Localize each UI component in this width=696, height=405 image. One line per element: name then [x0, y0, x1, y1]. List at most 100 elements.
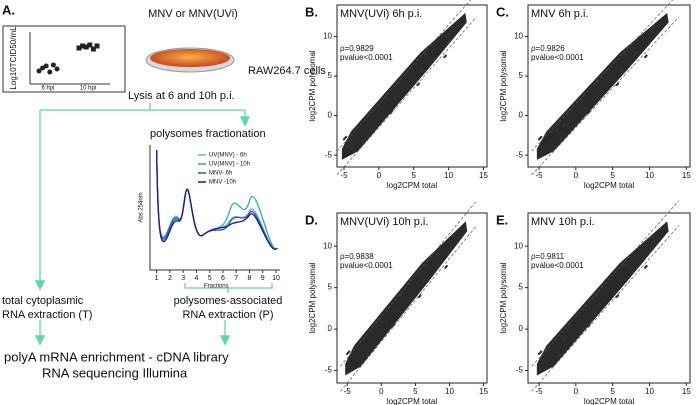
- y-axis-label: log2CPM polysomal: [499, 50, 508, 121]
- inset-ylabel: Log10TCID50/mL: [9, 26, 18, 90]
- profile-xtick: 7: [234, 275, 238, 282]
- profile-xtick: 6: [221, 275, 225, 282]
- inset-xtick: 10 hpi: [80, 86, 96, 92]
- profile-xtick: 4: [194, 275, 198, 282]
- fractionation-text: polysomes fractionation: [150, 128, 266, 140]
- x-tick-label: -5: [340, 171, 348, 180]
- cells-text: RAW264.7 cells: [248, 65, 326, 77]
- outlier-point: [370, 337, 373, 340]
- point-cloud: [536, 12, 669, 160]
- y-tick-label: 10: [514, 32, 523, 41]
- reference-line: [336, 16, 477, 176]
- outlier-point: [588, 323, 591, 326]
- profile-xtick: 1: [155, 275, 159, 282]
- outlier-point: [620, 278, 624, 281]
- outlier-point: [653, 234, 656, 237]
- profile-xlabel: Fractions: [204, 284, 229, 290]
- outlier-point: [394, 95, 397, 98]
- profile-ylabel: Abs 254nm: [139, 192, 145, 222]
- inset-xtick: 6 hpi: [41, 86, 54, 92]
- y-axis-label: log2CPM polysomal: [499, 262, 508, 333]
- inset-point: [43, 63, 49, 69]
- panel-label: A.: [2, 2, 15, 17]
- x-tick-label: 0: [574, 171, 579, 180]
- outlier-point: [348, 350, 351, 353]
- outlier-point: [421, 67, 424, 70]
- profile-curve: [155, 149, 278, 250]
- x-tick-label: 15: [682, 171, 691, 180]
- x-tick-label: 5: [610, 387, 615, 396]
- x-tick-label: 5: [610, 171, 615, 180]
- x-tick-label: 10: [645, 171, 654, 180]
- x-tick-label: -5: [535, 171, 543, 180]
- y-tick-label: 10: [323, 241, 332, 250]
- outlier-point: [400, 292, 403, 295]
- pvalue-text: pvalue<0.0001: [340, 53, 393, 62]
- outlier-point: [452, 234, 456, 237]
- outlier-point: [616, 294, 620, 297]
- reference-line: [336, 0, 471, 152]
- y-tick-label: -5: [516, 366, 524, 375]
- inset-point: [50, 62, 56, 68]
- inset-point: [76, 45, 82, 51]
- plot-frame: [527, 4, 691, 168]
- y-tick-label: -5: [325, 366, 333, 375]
- profile-xtick: 10: [272, 275, 280, 282]
- outlier-point: [596, 292, 599, 295]
- y-tick-label: 0: [519, 324, 524, 333]
- outlier-point: [592, 95, 595, 98]
- total-text: total cytoplasmic: [2, 295, 84, 307]
- outlier-point: [645, 54, 648, 57]
- reference-line: [531, 225, 680, 392]
- outlier-point: [444, 54, 447, 57]
- legend-label: MNV- 6h: [209, 171, 232, 177]
- rho-text: ρ=0.9811: [531, 252, 565, 261]
- outlier-point: [540, 135, 543, 139]
- x-axis-label: log2CPM total: [387, 397, 437, 405]
- pvalue-text: pvalue<0.0001: [531, 261, 584, 270]
- outlier-point: [422, 278, 426, 281]
- panel-label: B.: [305, 4, 318, 19]
- outlier-point: [344, 135, 348, 139]
- outlier-point: [620, 67, 624, 70]
- legend-label: UV(MNV) - 6h: [209, 153, 247, 159]
- outlier-point: [367, 123, 370, 126]
- plot-frame: [336, 4, 488, 168]
- profile-xtick: 2: [168, 275, 172, 282]
- profile-xtick: 9: [261, 275, 265, 282]
- plot-frame: [527, 212, 691, 384]
- outlier-point: [624, 52, 628, 56]
- y-tick-label: 0: [519, 111, 524, 120]
- y-tick-label: 10: [514, 241, 523, 250]
- x-tick-label: 15: [682, 387, 691, 396]
- panel-label: E.: [496, 212, 508, 227]
- y-tick-label: 5: [519, 283, 524, 292]
- outlier-point: [425, 52, 428, 56]
- legend-label: UV(MNV) - 10h: [209, 162, 250, 168]
- outlier-point: [363, 138, 367, 141]
- pvalue-text: pvalue<0.0001: [531, 53, 584, 62]
- x-axis-label: log2CPM total: [387, 181, 437, 190]
- y-axis-label: log2CPM polysomal: [308, 262, 317, 333]
- profile-xtick: 8: [248, 275, 252, 282]
- inset-point: [90, 46, 96, 52]
- outlier-point: [560, 138, 563, 141]
- outlier-point: [540, 350, 543, 353]
- x-tick-label: -5: [535, 387, 543, 396]
- y-tick-label: 5: [328, 283, 333, 292]
- x-tick-label: 5: [413, 387, 418, 396]
- outlier-point: [452, 24, 455, 28]
- outlier-point: [445, 264, 448, 268]
- x-tick-label: 15: [479, 387, 488, 396]
- rho-text: ρ=0.9829: [340, 44, 374, 53]
- reference-line: [340, 200, 478, 367]
- inset-point: [94, 43, 100, 49]
- panel-title: MNV(UVi) 6h p.i.: [340, 8, 422, 20]
- library-text: polyA mRNA enrichment - cDNA library: [4, 349, 229, 364]
- reference-line: [340, 225, 478, 392]
- outlier-point: [366, 352, 369, 356]
- y-tick-label: -5: [516, 150, 524, 159]
- sequencing-text: RNA sequencing Illumina: [42, 365, 188, 380]
- y-axis-label: log2CPM polysomal: [308, 50, 317, 121]
